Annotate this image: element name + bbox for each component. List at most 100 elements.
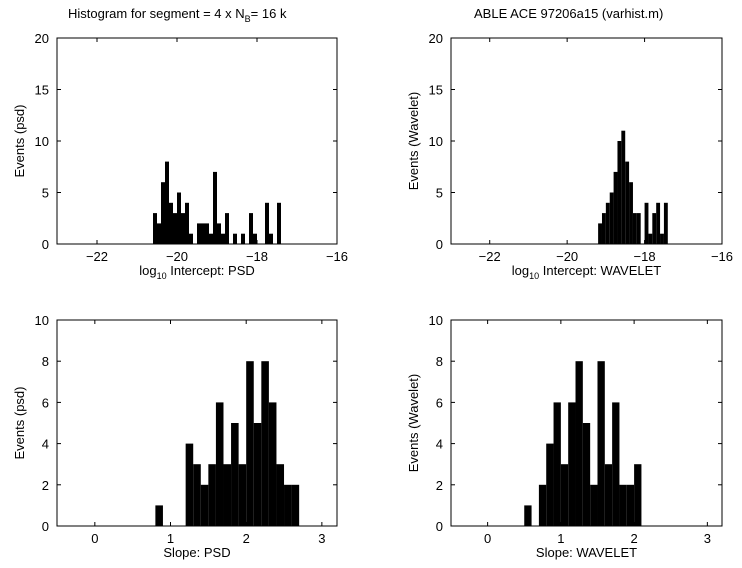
histogram-bar-4-8 [575,361,583,526]
histogram-bar-3-12 [238,464,247,526]
histogram-bar-2-15 [652,213,657,244]
x-tick-label-3-3: 2 [243,531,250,546]
histogram-bar-1-6 [173,213,177,244]
histogram-bar-4-5 [553,402,561,526]
y-tick-label-4-3: 4 [436,437,443,452]
histogram-bar-4-6 [560,464,569,526]
histogram-bar-1-30 [269,233,273,244]
histogram-bar-2-11 [636,213,641,244]
y-tick-label-4-4: 6 [436,395,443,410]
x-axis-label-4: Slope: WAVELET [536,545,637,560]
histogram-bar-2-2 [601,213,606,244]
x-tick-label-4-1: 0 [484,531,491,546]
histogram-bar-2-17 [660,233,664,244]
x-axis-label-2: log10 Intercept: WAVELET [512,263,662,281]
x-tick-label-2-4: −16 [711,249,733,264]
histogram-bar-2-5 [613,171,618,244]
figure-title-left-pre: Histogram for segment = 4 x N [68,6,245,21]
x-tick-label-1-3: −18 [246,249,268,264]
histogram-bar-3-1 [155,505,163,526]
histogram-bar-4-7 [568,402,576,526]
axes-frame-2 [450,37,723,245]
histogram-bar-3-6 [193,464,201,526]
x-tick-label-4-2: 1 [557,531,564,546]
histogram-bar-3-5 [185,443,194,526]
histogram-bar-1-14 [205,223,209,244]
histogram-bar-1-16 [213,171,217,244]
histogram-bar-1-29 [265,202,269,244]
histogram-bar-3-7 [200,484,209,526]
histogram-bar-1-15 [209,233,213,244]
histogram-bar-3-16 [268,402,277,526]
histogram-bar-1-19 [225,213,229,244]
histogram-bar-1-9 [185,202,189,244]
histogram-bar-1-8 [181,213,185,244]
figure-title-left-post: = 16 k [250,6,287,21]
figure-title-right: ABLE ACE 97206a15 (varhist.m) [474,6,664,21]
histogram-bar-2-9 [629,182,633,244]
histogram-bar-4-15 [626,484,635,526]
histogram-bar-2-10 [632,213,637,244]
histogram-bar-1-4 [165,161,169,244]
histogram-bar-1-2 [157,223,161,244]
y-axis-label-2: Events (Wavelet) [406,92,421,191]
axes-frame-3 [56,319,338,527]
y-tick-label-3-4: 6 [42,395,49,410]
histogram-bar-1-3 [161,182,165,244]
histogram-bar-1-21 [233,233,237,244]
axes-frame-1 [56,37,338,245]
histogram-bar-2-3 [605,202,610,244]
histogram-bar-1-10 [189,233,193,244]
y-tick-label-3-2: 2 [42,478,49,493]
y-tick-label-3-5: 8 [42,354,49,369]
histogram-bar-2-16 [656,202,661,244]
figure-title-left: Histogram for segment = 4 x NB= 16 k [68,6,287,24]
histogram-bar-2-1 [598,223,602,244]
histogram-bar-2-8 [625,161,630,244]
y-tick-label-4-2: 2 [436,478,443,493]
histogram-bar-1-23 [241,233,245,244]
histogram-bar-4-4 [546,443,554,526]
histogram-bar-4-14 [619,484,627,526]
histogram-bar-3-8 [208,464,216,526]
y-tick-label-2-1: 0 [436,237,443,252]
y-tick-label-3-3: 4 [42,437,49,452]
histogram-bar-3-10 [223,464,232,526]
histogram-bar-3-17 [276,464,285,526]
histogram-bar-1-5 [169,202,173,244]
histogram-bar-4-10 [590,484,598,526]
x-tick-label-4-3: 2 [630,531,637,546]
histogram-bar-2-6 [617,141,622,244]
x-tick-label-3-2: 1 [167,531,174,546]
histogram-bar-3-19 [291,484,300,526]
y-tick-label-3-6: 10 [35,313,49,328]
y-tick-label-1-4: 15 [35,83,49,98]
y-axis-label-4: Events (Wavelet) [406,374,421,473]
y-tick-label-3-1: 0 [42,519,49,534]
x-tick-label-3-4: 3 [318,531,325,546]
histogram-bar-1-13 [201,223,205,244]
y-tick-label-2-5: 20 [429,31,443,46]
histogram-bar-1-25 [249,213,253,244]
histogram-bar-4-11 [597,361,605,526]
y-axis-label-1: Events (psd) [12,105,27,178]
histogram-bar-2-14 [648,233,653,244]
histogram-bar-2-4 [609,192,614,244]
histogram-bar-1-7 [177,192,181,244]
x-tick-label-1-2: −20 [166,249,188,264]
y-axis-label-3: Events (psd) [12,387,27,460]
y-tick-label-1-5: 20 [35,31,49,46]
histogram-bar-4-3 [538,484,547,526]
histogram-bar-1-18 [221,233,225,244]
histogram-bar-1-32 [277,202,281,244]
y-tick-label-2-3: 10 [429,134,443,149]
y-tick-label-1-1: 0 [42,237,49,252]
y-tick-label-4-6: 10 [429,313,443,328]
histogram-bar-4-16 [634,464,642,526]
y-tick-label-2-2: 5 [436,186,443,201]
histogram-bar-2-7 [621,130,626,244]
histogram-bar-3-11 [231,423,239,526]
y-tick-label-1-3: 10 [35,134,49,149]
y-tick-label-4-1: 0 [436,519,443,534]
